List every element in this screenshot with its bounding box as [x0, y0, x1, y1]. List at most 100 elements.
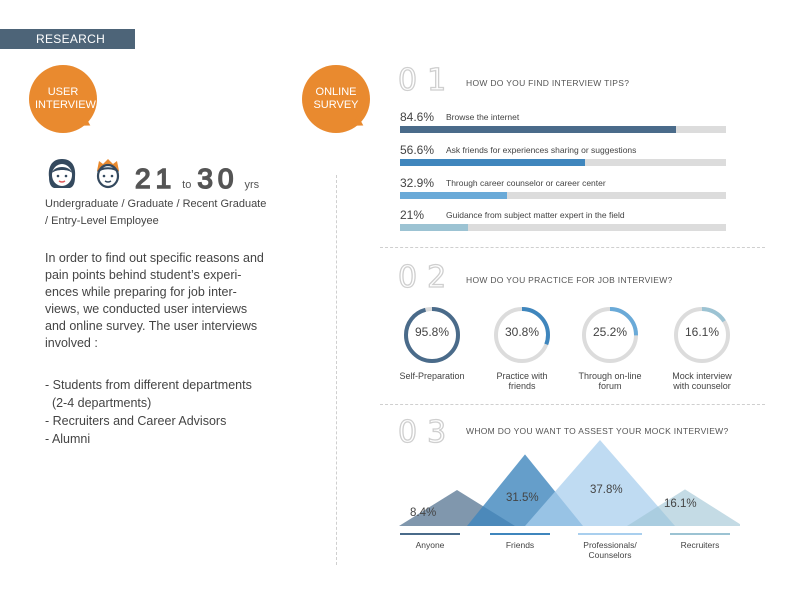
donut-category-label: Practice with friends — [485, 371, 559, 391]
donut-item: 16.1% Mock interview with counselor — [665, 303, 739, 391]
label-line: Friends — [505, 540, 535, 550]
list-item: (2-4 departments) — [45, 396, 152, 410]
section-divider — [380, 247, 765, 248]
category-underline — [578, 533, 642, 535]
triangle-value-label: 37.8% — [590, 484, 623, 496]
age-to: 30 — [197, 162, 239, 195]
age-to-word: to — [182, 179, 192, 191]
list-item: - Recruiters and Career Advisors — [45, 414, 227, 428]
bar-category-label: Browse the internet — [446, 112, 520, 122]
category-underline — [670, 533, 730, 535]
age-range: 21 to 30 yrs — [134, 162, 260, 195]
female-avatar-icon — [48, 159, 76, 188]
bubble-line: USER — [47, 86, 79, 98]
section-title: HOW DO YOU FIND INTERVIEW TIPS? — [466, 78, 630, 88]
triangle-category-label: Friends — [490, 533, 550, 550]
paragraph-line: views, we conducted user interviews — [45, 302, 248, 316]
bar-track — [400, 126, 726, 133]
bubble-line: SURVEY — [313, 99, 359, 111]
donut-category-label: Self-Preparation — [395, 371, 469, 381]
vertical-divider — [336, 175, 337, 565]
category-underline — [400, 533, 460, 535]
triangle-category-label: Anyone — [400, 533, 460, 550]
bubble-line: ONLINE — [315, 86, 357, 98]
bar — [400, 126, 676, 133]
label-line: Practice with — [496, 371, 548, 381]
donut-arc — [494, 307, 550, 363]
triangle-category-label: Recruiters — [670, 533, 730, 550]
donut-category-label: Through on-line forum — [573, 371, 647, 391]
label-line: Self-Preparation — [399, 371, 465, 381]
donut-arc — [582, 307, 638, 363]
age-unit: yrs — [244, 179, 260, 191]
donut-item: 95.8% Self-Preparation — [395, 303, 469, 381]
label-line: with counselor — [673, 381, 731, 391]
category-underline — [490, 533, 550, 535]
education-text: Undergraduate / Graduate / Recent Gradua… — [45, 196, 285, 230]
label-line: Professionals/ — [583, 540, 637, 550]
bar — [400, 159, 585, 166]
bar-value-label: 84.6% — [400, 110, 435, 124]
section-title: HOW DO YOU PRACTICE FOR JOB INTERVIEW? — [466, 275, 673, 285]
paragraph-line: ences while preparing for job inter- — [45, 285, 237, 299]
donut-item: 25.2% Through on-line forum — [573, 303, 647, 391]
bar-track — [400, 224, 726, 231]
bar-category-label: Through career counselor or career cente… — [446, 178, 606, 188]
label-line: forum — [598, 381, 622, 391]
label-line: Mock interview — [672, 371, 732, 381]
bar-category-label: Guidance from subject matter expert in t… — [446, 210, 625, 220]
bar-value-label: 32.9% — [400, 176, 435, 190]
paragraph-line: and online survey. The user interviews — [45, 319, 258, 333]
avatars — [45, 157, 125, 191]
age-from: 21 — [134, 162, 177, 195]
donut — [674, 307, 730, 363]
q3-triangle-chart — [399, 440, 740, 526]
section-number: 01 — [397, 63, 457, 98]
bar-value-label: 56.6% — [400, 143, 435, 157]
label-line: friends — [508, 381, 536, 391]
donut-category-label: Mock interview with counselor — [665, 371, 739, 391]
paragraph-line: involved : — [45, 336, 98, 350]
user-interview-bubble: USER INTERVIEW — [29, 65, 97, 133]
donut-value-label: 30.8% — [504, 325, 540, 339]
bubble-line: INTERVIEW — [35, 99, 96, 111]
bar — [400, 224, 469, 231]
triangle-mark — [627, 489, 740, 526]
section-tag: RESEARCH — [0, 29, 135, 49]
description-paragraph: In order to find out specific reasons an… — [45, 250, 285, 352]
donut-value-label: 25.2% — [592, 325, 628, 339]
bar — [400, 192, 508, 199]
label-line: Anyone — [415, 540, 445, 550]
education-line: Undergraduate / Graduate / Recent Gradua… — [45, 198, 267, 210]
triangle-category-label: Professionals/Counselors — [578, 533, 642, 560]
label-line: Counselors — [588, 550, 632, 560]
online-survey-bubble: ONLINE SURVEY — [302, 65, 370, 133]
donut-arc — [404, 307, 460, 363]
list-item: - Students from different departments — [45, 378, 252, 392]
donut-arc — [674, 307, 730, 363]
label-line: Through on-line — [578, 371, 642, 381]
triangle-value-label: 16.1% — [664, 498, 697, 510]
list-item: - Alumni — [45, 432, 91, 446]
triangle-mark — [525, 440, 675, 526]
section-number: 02 — [397, 260, 457, 295]
participants-list: - Students from different departments (2… — [45, 376, 305, 448]
triangle-value-label: 31.5% — [506, 492, 539, 504]
section-number: 03 — [397, 415, 457, 450]
label-line: Recruiters — [680, 540, 720, 550]
bar-category-label: Ask friends for experiences sharing or s… — [446, 145, 637, 155]
donut-value-label: 95.8% — [414, 325, 450, 339]
triangle-value-label: 8.4% — [410, 507, 437, 519]
education-line: / Entry-Level Employee — [45, 215, 159, 227]
donut — [494, 307, 550, 363]
donut — [582, 307, 638, 363]
donut-item: 30.8% Practice with friends — [485, 303, 559, 391]
bar-track — [400, 192, 726, 199]
bar-track — [400, 159, 726, 166]
paragraph-line: In order to find out specific reasons an… — [45, 251, 264, 265]
bar-value-label: 21% — [400, 208, 425, 222]
male-avatar-icon — [96, 159, 120, 189]
section-title: WHOM DO YOU WANT TO ASSEST YOUR MOCK INT… — [466, 426, 729, 436]
section-divider — [380, 404, 765, 405]
donut-value-label: 16.1% — [684, 325, 720, 339]
